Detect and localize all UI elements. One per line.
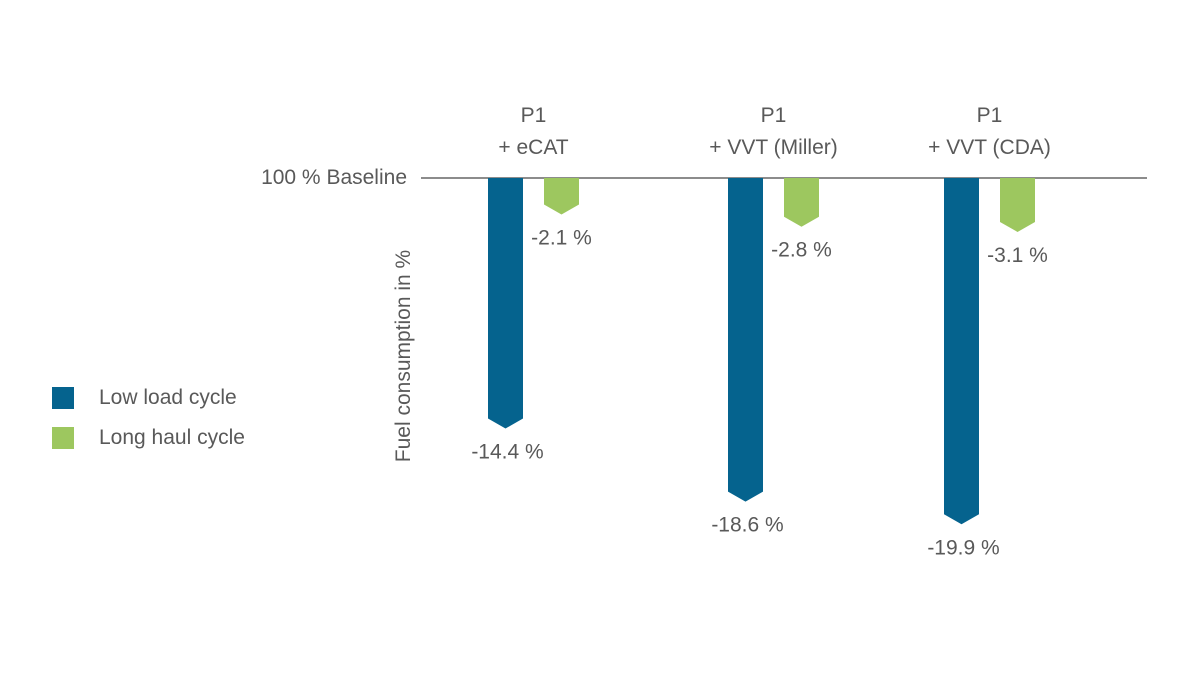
legend: Low load cycle Long haul cycle [52,378,245,458]
category-label-line1: P1 [761,104,787,127]
bar-long-haul [544,178,579,215]
category-label-line1: P1 [521,104,547,127]
bar-low-load [728,178,763,502]
legend-label-long-haul: Long haul cycle [99,426,245,449]
category-label-line2: + VVT (CDA) [928,136,1051,159]
data-label-long-haul: -2.1 % [531,227,592,250]
category-label-line2: + VVT (Miller) [709,136,838,159]
bars-group: P1 + eCAT -14.4 % -2.1 % P1 + VVT (Miller) -18… [471,104,1051,559]
legend-swatch-low-load [52,387,74,409]
legend-item-long-haul: Long haul cycle [52,418,245,458]
data-label-long-haul: -3.1 % [987,244,1048,267]
baseline-label: 100 % Baseline [261,166,407,189]
category-label-line2: + eCAT [498,136,568,159]
legend-swatch-long-haul [52,427,74,449]
data-label-low-load: -18.6 % [711,514,783,537]
legend-label-low-load: Low load cycle [99,386,237,409]
category-label-line1: P1 [977,104,1003,127]
bar-low-load [944,178,979,525]
bar-long-haul [1000,178,1035,232]
bar-long-haul [784,178,819,227]
bar-low-load [488,178,523,429]
data-label-long-haul: -2.8 % [771,239,832,262]
data-label-low-load: -14.4 % [471,441,543,464]
legend-item-low-load: Low load cycle [52,378,245,418]
y-axis-label: Fuel consumption in % [392,250,415,462]
data-label-low-load: -19.9 % [927,536,999,559]
